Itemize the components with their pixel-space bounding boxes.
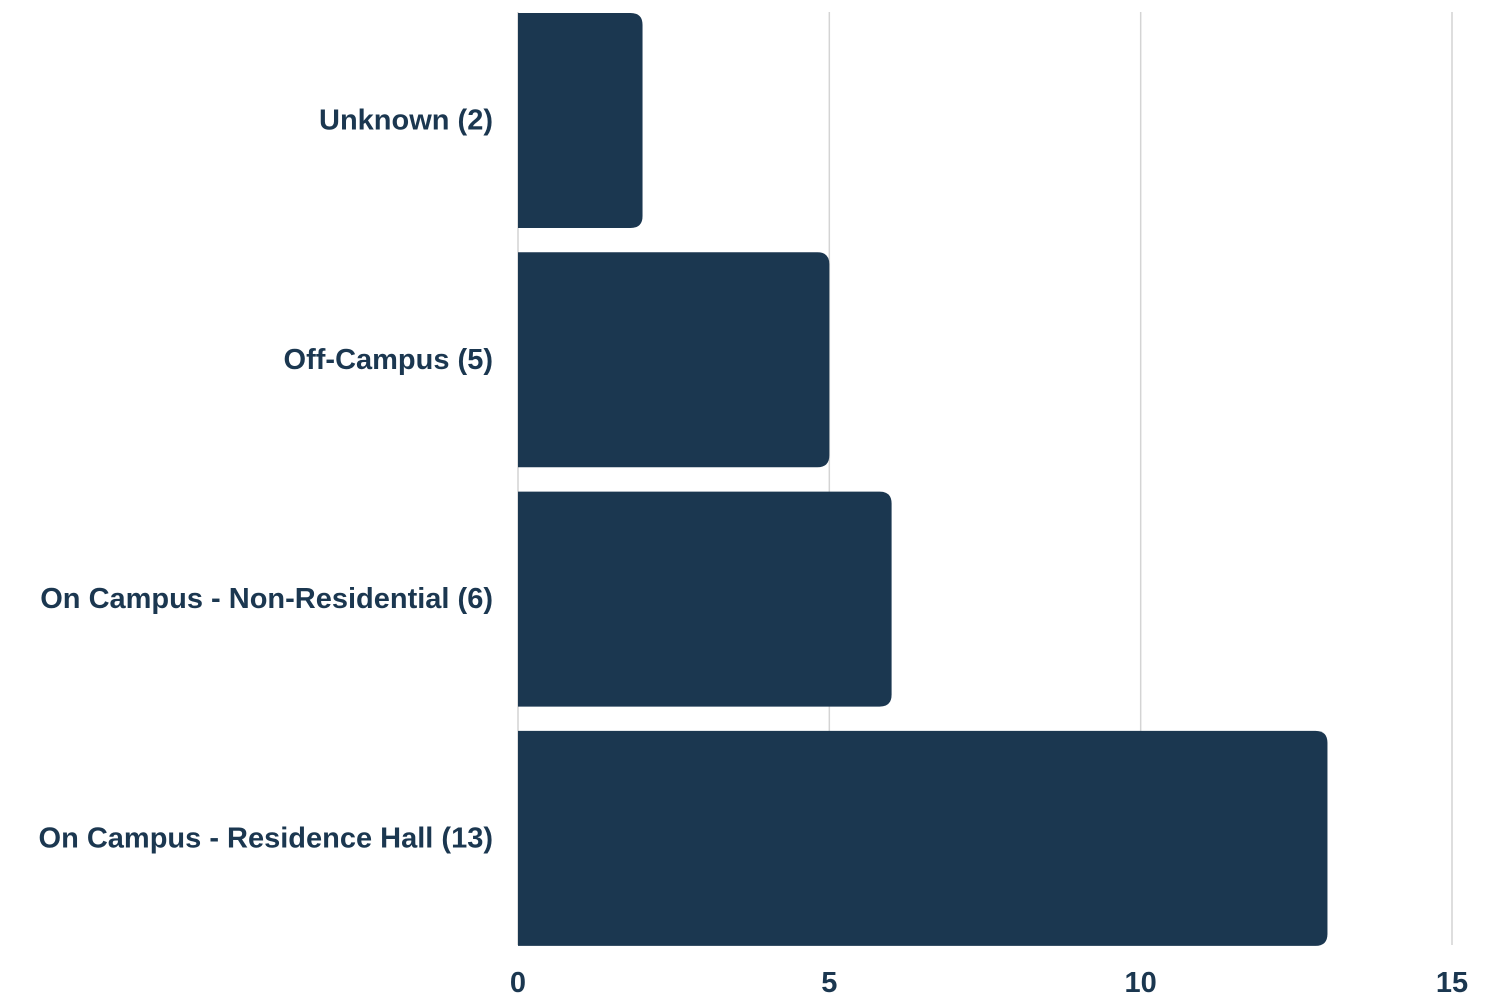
category-label: On Campus - Non-Residential (6) — [40, 583, 493, 615]
bar — [518, 730, 1328, 946]
x-tick-label: 0 — [510, 967, 526, 997]
bar — [518, 13, 643, 228]
bar — [518, 491, 892, 707]
category-label: On Campus - Residence Hall (13) — [39, 822, 493, 854]
x-tick-label: 5 — [821, 967, 837, 997]
category-labels: Unknown (2) Off-Campus (5) On Campus - Non… — [39, 105, 493, 855]
category-label: Off-Campus (5) — [284, 344, 493, 376]
category-label: Unknown (2) — [319, 105, 493, 137]
x-tick-label: 10 — [1125, 967, 1157, 997]
x-axis-ticks: 0 5 10 15 — [510, 967, 1468, 997]
x-tick-label: 15 — [1436, 967, 1468, 997]
bars — [518, 13, 1328, 946]
bar — [518, 252, 830, 468]
